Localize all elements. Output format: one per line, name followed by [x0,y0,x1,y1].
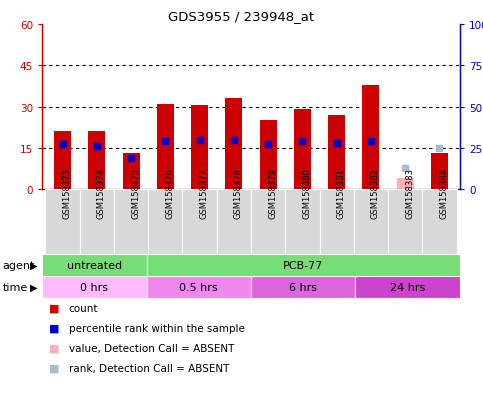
Text: GSM158376: GSM158376 [165,167,174,218]
FancyBboxPatch shape [146,276,251,298]
Bar [362,85,380,190]
Point [401,165,409,171]
FancyBboxPatch shape [355,276,460,298]
Point [367,138,375,145]
Text: GSM158383: GSM158383 [405,167,414,218]
Point [230,137,238,143]
Bar [157,104,174,190]
Text: ▶: ▶ [29,260,37,271]
Text: time: time [2,282,28,292]
Text: ■: ■ [49,343,60,353]
Text: GSM158384: GSM158384 [440,167,448,218]
Bar [123,154,140,190]
Text: 0 hrs: 0 hrs [80,282,108,292]
FancyBboxPatch shape [251,190,285,254]
Bar [294,110,311,190]
Text: ■: ■ [49,323,60,333]
Text: GSM158375: GSM158375 [131,167,140,218]
FancyBboxPatch shape [183,190,217,254]
Text: agent: agent [2,260,35,271]
Text: PCB-77: PCB-77 [283,260,324,271]
Point [127,155,135,161]
FancyBboxPatch shape [45,190,80,254]
FancyBboxPatch shape [114,190,148,254]
Point [436,145,443,152]
Text: 24 hrs: 24 hrs [390,282,426,292]
Text: GSM158374: GSM158374 [97,167,106,218]
Bar [397,178,414,190]
FancyBboxPatch shape [422,190,456,254]
Text: GSM158379: GSM158379 [268,167,277,218]
FancyBboxPatch shape [251,276,355,298]
Text: GSM158378: GSM158378 [234,167,243,218]
FancyBboxPatch shape [388,190,422,254]
FancyBboxPatch shape [320,190,354,254]
FancyBboxPatch shape [148,190,183,254]
FancyBboxPatch shape [354,190,388,254]
Bar [328,116,345,190]
Point [333,140,341,147]
Text: GSM158377: GSM158377 [199,167,209,218]
FancyBboxPatch shape [42,276,146,298]
Bar [259,121,277,190]
Text: GSM158380: GSM158380 [302,167,312,218]
Text: GSM158382: GSM158382 [371,167,380,218]
FancyBboxPatch shape [285,190,320,254]
FancyBboxPatch shape [80,190,114,254]
Point [264,142,272,148]
Text: ■: ■ [49,303,60,313]
FancyBboxPatch shape [146,254,460,276]
Bar [88,132,105,190]
Text: 6 hrs: 6 hrs [289,282,317,292]
Point [59,142,67,148]
Point [93,143,100,150]
Bar [54,132,71,190]
Text: rank, Detection Call = ABSENT: rank, Detection Call = ABSENT [69,363,229,373]
Point [161,138,169,145]
Text: value, Detection Call = ABSENT: value, Detection Call = ABSENT [69,343,234,353]
Bar [431,154,448,190]
Text: GDS3955 / 239948_at: GDS3955 / 239948_at [169,10,314,23]
Text: ■: ■ [49,363,60,373]
Text: count: count [69,303,98,313]
FancyBboxPatch shape [42,254,146,276]
Text: GSM158381: GSM158381 [337,167,346,218]
Text: GSM158373: GSM158373 [63,167,71,218]
Point [298,138,306,145]
Text: untreated: untreated [67,260,122,271]
Bar [191,106,208,190]
Bar [225,99,242,190]
FancyBboxPatch shape [217,190,251,254]
Text: 0.5 hrs: 0.5 hrs [180,282,218,292]
Point [196,137,203,143]
Text: percentile rank within the sample: percentile rank within the sample [69,323,244,333]
Text: ▶: ▶ [29,282,37,292]
